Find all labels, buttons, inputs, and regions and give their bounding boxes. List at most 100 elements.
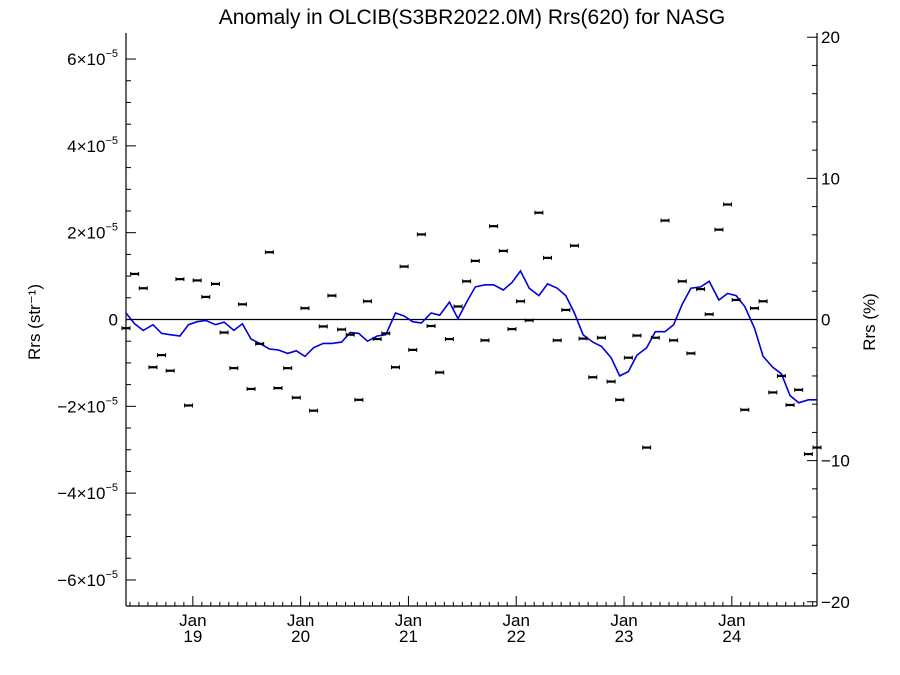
data-point xyxy=(686,351,696,356)
data-point xyxy=(758,299,768,304)
data-point xyxy=(740,407,750,412)
data-point xyxy=(345,332,355,337)
data-point xyxy=(138,286,148,291)
y-axis-label-left: Rrs (str⁻¹) xyxy=(25,284,44,360)
data-point xyxy=(776,373,786,378)
data-point xyxy=(462,279,472,284)
x-tick-month: Jan xyxy=(503,611,530,630)
data-point xyxy=(318,324,328,329)
data-point xyxy=(542,255,552,260)
data-point xyxy=(175,277,185,282)
x-tick-year: 23 xyxy=(615,627,634,646)
data-point xyxy=(480,338,490,343)
data-point xyxy=(372,337,382,342)
y-axis-label-right: Rrs (%) xyxy=(860,293,879,351)
x-tick-year: 21 xyxy=(399,627,418,646)
data-point xyxy=(812,445,822,450)
left-tick-label: −4×10−5 xyxy=(57,482,118,503)
data-point xyxy=(507,327,517,332)
left-tick-label: −6×10−5 xyxy=(57,569,118,590)
right-tick-label: −20 xyxy=(821,593,850,612)
right-tick-label: 20 xyxy=(821,28,840,47)
data-point xyxy=(157,353,167,358)
data-point xyxy=(632,333,642,338)
series-line xyxy=(125,269,817,404)
data-point xyxy=(148,365,158,370)
data-point xyxy=(416,232,426,237)
data-point xyxy=(246,386,256,391)
data-point xyxy=(650,335,660,340)
data-point xyxy=(785,403,795,408)
data-point xyxy=(669,338,679,343)
data-point xyxy=(704,312,714,317)
data-point xyxy=(219,330,229,335)
left-tick-label: 6×10−5 xyxy=(67,48,118,69)
data-point xyxy=(596,335,606,340)
x-tick-month: Jan xyxy=(395,611,422,630)
data-point xyxy=(489,224,499,229)
data-point xyxy=(696,287,706,292)
data-point xyxy=(165,368,175,373)
data-point xyxy=(354,397,364,402)
data-point xyxy=(569,243,579,248)
data-point xyxy=(327,293,337,298)
x-tick-month: Jan xyxy=(610,611,637,630)
data-point xyxy=(337,327,347,332)
x-tick-year: 22 xyxy=(507,627,526,646)
data-point xyxy=(192,278,202,283)
data-point xyxy=(362,299,372,304)
x-tick-month: Jan xyxy=(718,611,745,630)
data-point xyxy=(660,218,670,223)
data-point xyxy=(552,338,562,343)
data-point xyxy=(561,307,571,312)
data-point xyxy=(273,386,283,391)
data-point xyxy=(534,210,544,215)
data-point xyxy=(794,387,804,392)
right-tick-label: 10 xyxy=(821,169,840,188)
left-tick-label: 4×10−5 xyxy=(67,135,118,156)
chart-title: Anomaly in OLCIB(S3BR2022.0M) Rrs(620) f… xyxy=(219,6,726,29)
x-tick-year: 20 xyxy=(291,627,310,646)
data-point xyxy=(768,390,778,395)
data-point xyxy=(184,403,194,408)
data-point xyxy=(435,370,445,375)
data-point xyxy=(408,347,418,352)
x-tick-year: 19 xyxy=(183,627,202,646)
data-point xyxy=(283,366,293,371)
data-point xyxy=(264,250,274,255)
data-point xyxy=(444,337,454,342)
data-point xyxy=(677,279,687,284)
data-point xyxy=(470,258,480,263)
x-tick-year: 24 xyxy=(722,627,741,646)
x-tick-month: Jan xyxy=(287,611,314,630)
data-point xyxy=(606,379,616,384)
data-points xyxy=(121,202,822,457)
data-point xyxy=(731,297,741,302)
data-point xyxy=(229,366,239,371)
left-tick-label: −2×10−5 xyxy=(57,395,118,416)
data-point xyxy=(309,408,319,413)
left-tick-label: 2×10−5 xyxy=(67,222,118,243)
data-point xyxy=(749,306,759,311)
data-point xyxy=(623,355,633,360)
data-point xyxy=(300,306,310,311)
data-point xyxy=(524,318,534,323)
data-point xyxy=(201,294,211,299)
data-point xyxy=(130,271,140,276)
data-point xyxy=(498,248,508,253)
data-point xyxy=(426,324,436,329)
left-tick-label: 0 xyxy=(109,311,118,330)
data-point xyxy=(578,336,588,341)
data-point xyxy=(291,395,301,400)
data-point xyxy=(381,331,391,336)
right-tick-label: −10 xyxy=(821,452,850,471)
data-point xyxy=(615,397,625,402)
data-point xyxy=(255,341,265,346)
data-point xyxy=(723,202,733,207)
left-axis-ticks: 6×10−5 4×10−5 2×10−5 0 −2×10−5 −4×10−5 −6×10−5 xyxy=(57,48,136,590)
data-point xyxy=(391,365,401,370)
data-point xyxy=(237,302,247,307)
data-point xyxy=(642,445,652,450)
